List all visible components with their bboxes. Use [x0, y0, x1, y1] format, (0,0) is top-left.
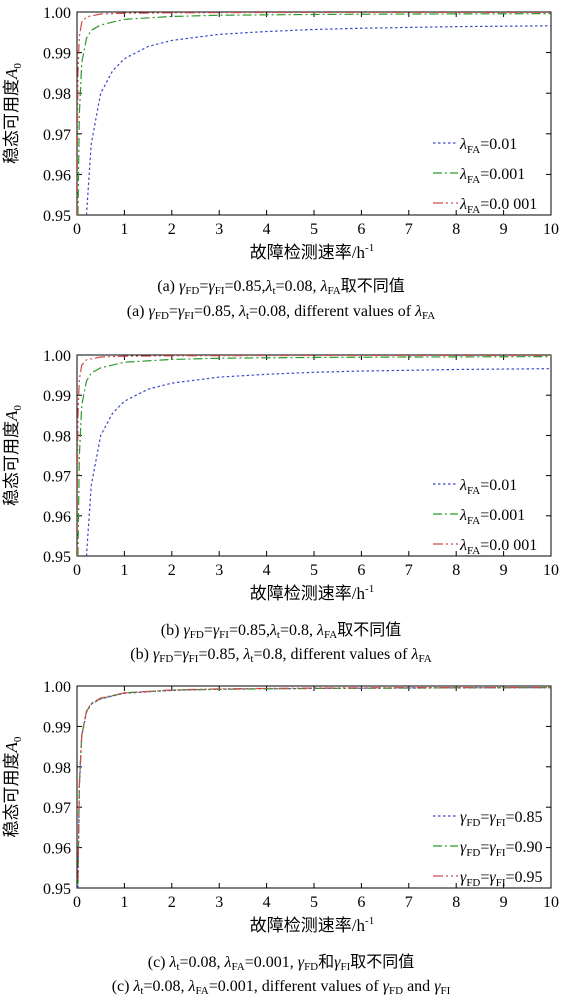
legend-label-3: λFA=0.0 001 [459, 196, 537, 216]
x-tick-label: 10 [543, 894, 559, 911]
x-tick-label: 1 [120, 894, 128, 911]
x-axis-label: 故障检测速率/h-1 [250, 583, 374, 603]
y-tick-label: 1.00 [43, 348, 71, 365]
x-tick-label: 0 [73, 894, 81, 911]
y-tick-label: 0.98 [43, 428, 71, 445]
legend-label-3: γFD=γFI=0.95 [460, 869, 543, 889]
chart-panel-2: 0 1 2 3 4 5 6 7 8 9 10 0.95 0.96 0.97 0.98 0.99 1.00 故障检测… [2, 348, 559, 603]
series-line-2 [77, 687, 551, 884]
series-line-3 [77, 687, 551, 880]
series-line-3 [77, 355, 551, 556]
x-tick-label: 5 [310, 894, 318, 911]
x-tick-label: 1 [120, 221, 128, 238]
x-axis-label: 故障检测速率/h-1 [250, 915, 374, 935]
caption-c-en: (c) λt=0.08, λFA=0.001, different values… [111, 978, 451, 997]
series-line-2 [77, 13, 551, 215]
series-line-3 [77, 12, 551, 215]
x-tick-label: 6 [357, 562, 365, 579]
x-tick-label: 4 [263, 894, 271, 911]
x-tick-label: 10 [543, 221, 559, 238]
x-axis-label: 故障检测速率/h-1 [250, 242, 374, 262]
x-tick-label: 1 [120, 562, 128, 579]
legend-label-2: γFD=γFI=0.90 [460, 839, 543, 859]
y-tick-label: 1.00 [43, 5, 71, 22]
x-tick-label: 3 [215, 562, 223, 579]
x-tick-label: 8 [452, 221, 460, 238]
y-tick-label: 0.95 [43, 549, 71, 566]
x-tick-label: 6 [357, 894, 365, 911]
x-tick-label: 3 [215, 894, 223, 911]
legend-label-2: λFA=0.001 [459, 507, 525, 527]
caption-a-en: (a) γFD=γFI=0.85, λt=0.08, different val… [126, 303, 436, 322]
y-tick-label: 0.96 [43, 167, 71, 184]
y-tick-label: 0.97 [43, 469, 71, 486]
x-tick-label: 6 [357, 221, 365, 238]
series-line-2 [77, 356, 551, 556]
x-tick-label: 4 [263, 221, 271, 238]
y-tick-label: 0.96 [43, 509, 71, 526]
series-line-1 [85, 368, 551, 556]
x-tick-label: 7 [405, 221, 413, 238]
legend-label-1: λFA=0.01 [459, 477, 517, 497]
x-tick-label: 7 [405, 562, 413, 579]
x-tick-label: 0 [73, 562, 81, 579]
y-axis-label: 稳态可用度A0 [2, 63, 24, 164]
caption-a-cn: (a) γFD=γFI=0.85,λt=0.08, λFA取不同值 [157, 278, 405, 297]
chart-panel-3: 0 1 2 3 4 5 6 7 8 9 10 0.95 0.96 0.97 0.98 0.99 1.00 故障检测… [2, 679, 559, 935]
y-tick-label: 0.97 [43, 127, 71, 144]
x-tick-label: 2 [168, 562, 176, 579]
x-tick-label: 0 [73, 221, 81, 238]
y-tick-label: 1.00 [43, 679, 71, 696]
x-tick-label: 2 [168, 221, 176, 238]
y-tick-label: 0.98 [43, 86, 71, 103]
y-axis-label: 稳态可用度A0 [2, 736, 24, 837]
x-tick-label: 9 [500, 894, 508, 911]
legend-label-3: λFA=0.0 001 [459, 537, 537, 557]
x-tick-label: 2 [168, 894, 176, 911]
y-tick-label: 0.97 [43, 800, 71, 817]
caption-b-en: (b) γFD=γFI=0.85, λt=0.8, different valu… [130, 646, 432, 665]
caption-b-cn: (b) γFD=γFI=0.85,λt=0.8, λFA取不同值 [160, 622, 402, 641]
x-tick-label: 4 [263, 562, 271, 579]
x-tick-label: 5 [310, 221, 318, 238]
chart-panel-1: 0 1 2 3 4 5 6 7 8 9 10 0.95 0.96 0.97 0.98 0.99 1.00 故障检测… [2, 5, 559, 262]
x-tick-label: 8 [452, 562, 460, 579]
y-tick-label: 0.99 [43, 719, 71, 736]
y-tick-label: 0.96 [43, 841, 71, 858]
y-tick-label: 0.99 [43, 388, 71, 405]
x-tick-label: 9 [500, 562, 508, 579]
legend-label-2: λFA=0.001 [459, 166, 525, 186]
x-tick-label: 7 [405, 894, 413, 911]
x-tick-label: 9 [500, 221, 508, 238]
series-line-1 [85, 25, 551, 215]
x-tick-label: 10 [543, 562, 559, 579]
caption-c-cn: (c) λt=0.08, λFA=0.001, γFD和γFI取不同值 [147, 954, 415, 973]
x-tick-label: 8 [452, 894, 460, 911]
legend-label-1: γFD=γFI=0.85 [460, 809, 543, 829]
y-tick-label: 0.95 [43, 208, 71, 225]
y-tick-label: 0.98 [43, 760, 71, 777]
x-tick-label: 3 [215, 221, 223, 238]
y-tick-label: 0.95 [43, 881, 71, 898]
x-tick-label: 5 [310, 562, 318, 579]
y-axis-label: 稳态可用度A0 [2, 405, 24, 506]
legend-label-1: λFA=0.01 [459, 136, 517, 156]
y-tick-label: 0.99 [43, 46, 71, 63]
